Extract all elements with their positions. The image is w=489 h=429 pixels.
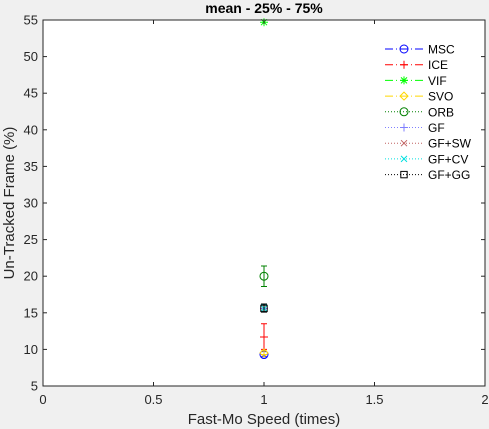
legend-marker-gf <box>400 123 408 132</box>
x-tick-label: 1.5 <box>365 392 383 407</box>
x-tick-label: 0 <box>39 392 46 407</box>
legend-item-gf-sw: GF+SW <box>385 137 472 151</box>
x-tick-label: 0.5 <box>144 392 162 407</box>
data-point-orb <box>259 271 269 281</box>
chart-title: mean - 25% - 75% <box>205 0 323 16</box>
legend-item-vif: VIF <box>385 74 447 88</box>
legend-label: SVO <box>428 90 453 104</box>
y-tick-label: 45 <box>24 86 38 101</box>
legend-marker-gf-gg <box>400 170 408 179</box>
x-tick-label: 1 <box>260 392 267 407</box>
y-tick-label: 35 <box>24 159 38 174</box>
legend-item-gf-cv: GF+CV <box>385 152 468 166</box>
legend-item-gf-gg: GF+GG <box>385 168 470 182</box>
legend-label: MSC <box>428 43 455 57</box>
error-bar-orb <box>261 265 267 287</box>
legend-label: GF+CV <box>428 152 468 166</box>
legend-marker-svo <box>399 91 409 101</box>
y-tick-label: 25 <box>24 232 38 247</box>
series-orb <box>259 265 269 287</box>
y-tick-label: 5 <box>31 379 38 394</box>
legend-marker-gf-sw <box>400 139 408 147</box>
legend-box <box>380 38 480 186</box>
legend-label: GF+SW <box>428 137 472 151</box>
legend-item-orb: ORB <box>385 105 454 119</box>
legend-marker-vif <box>400 76 408 85</box>
data-point-ice <box>260 332 268 341</box>
y-tick-label: 20 <box>24 269 38 284</box>
y-tick-label: 15 <box>24 305 38 320</box>
legend-label: GF+GG <box>428 168 470 182</box>
y-tick-label: 10 <box>24 342 38 357</box>
series-gf-gg <box>260 303 268 313</box>
legend-label: ICE <box>428 58 448 72</box>
legend-item-svo: SVO <box>385 90 453 104</box>
legend-marker-gf-cv <box>400 155 408 163</box>
y-tick-label: 40 <box>24 122 38 137</box>
legend-marker-orb <box>399 107 409 117</box>
legend-marker-ice <box>400 60 408 69</box>
data-point-gf-gg <box>260 304 268 313</box>
series-svo <box>259 348 269 358</box>
y-axis-label: Un-Tracked Frame (%) <box>1 127 18 280</box>
data-point-svo <box>259 348 269 358</box>
y-tick-label: 50 <box>24 49 38 64</box>
legend-label: VIF <box>428 74 447 88</box>
legend-label: ORB <box>428 105 454 119</box>
legend-item-msc: MSC <box>385 43 455 57</box>
y-tick-label: 55 <box>24 13 38 28</box>
legend-item-gf: GF <box>385 121 445 135</box>
legend-label: GF <box>428 121 445 135</box>
legend-marker-msc <box>399 44 409 54</box>
legend-item-ice: ICE <box>385 58 448 72</box>
x-tick-label: 2 <box>481 392 488 407</box>
x-axis-label: Fast-Mo Speed (times) <box>188 411 341 428</box>
y-tick-label: 30 <box>24 196 38 211</box>
